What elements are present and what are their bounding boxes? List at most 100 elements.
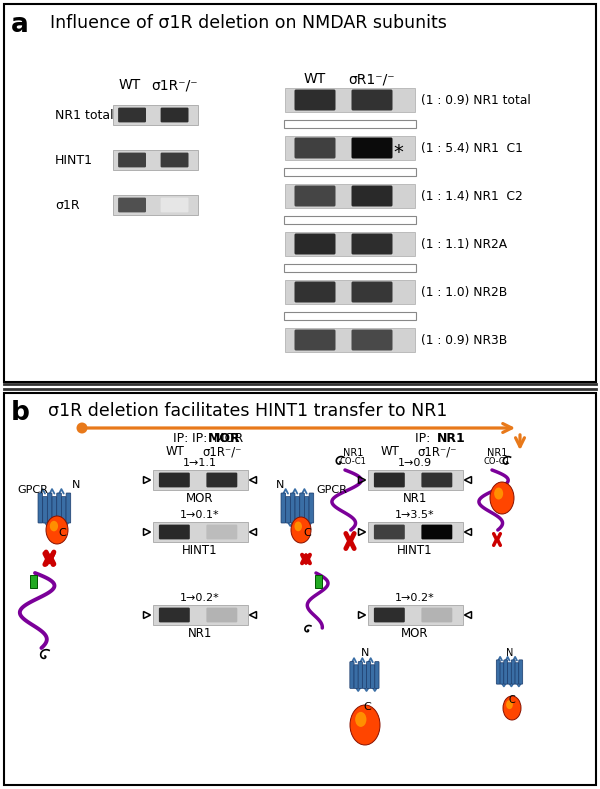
- Text: HINT1: HINT1: [182, 544, 218, 557]
- Text: CO-C1: CO-C1: [340, 457, 367, 466]
- Bar: [152, 605, 248, 625]
- Text: NR1: NR1: [437, 432, 466, 445]
- FancyBboxPatch shape: [295, 234, 335, 255]
- Ellipse shape: [490, 482, 514, 514]
- FancyBboxPatch shape: [371, 665, 375, 688]
- Text: σ1R deletion facilitates HINT1 transfer to NR1: σ1R deletion facilitates HINT1 transfer …: [48, 402, 448, 420]
- Text: CO-C1: CO-C1: [484, 457, 511, 466]
- Ellipse shape: [494, 488, 503, 499]
- FancyBboxPatch shape: [300, 493, 304, 523]
- Text: (1 : 1.1) NR2A: (1 : 1.1) NR2A: [421, 237, 507, 250]
- FancyBboxPatch shape: [352, 234, 392, 255]
- FancyBboxPatch shape: [118, 197, 146, 212]
- Text: σ1R: σ1R: [55, 199, 80, 211]
- Text: 1→1.1: 1→1.1: [183, 458, 217, 468]
- FancyBboxPatch shape: [295, 496, 299, 523]
- FancyBboxPatch shape: [118, 107, 146, 122]
- Text: 1→0.9: 1→0.9: [398, 458, 432, 468]
- FancyBboxPatch shape: [206, 525, 238, 540]
- FancyBboxPatch shape: [519, 660, 523, 684]
- Bar: [285, 88, 415, 112]
- Text: NR1: NR1: [188, 627, 212, 640]
- FancyBboxPatch shape: [515, 663, 519, 684]
- FancyBboxPatch shape: [281, 493, 286, 523]
- Text: N: N: [72, 480, 80, 490]
- Text: σ1R⁻/⁻: σ1R⁻/⁻: [152, 78, 199, 92]
- FancyBboxPatch shape: [304, 496, 309, 523]
- FancyBboxPatch shape: [159, 525, 190, 540]
- FancyBboxPatch shape: [350, 662, 354, 688]
- Ellipse shape: [50, 521, 58, 531]
- Bar: [4, 393, 596, 785]
- Bar: [367, 470, 463, 490]
- Text: HINT1: HINT1: [55, 154, 93, 166]
- FancyBboxPatch shape: [421, 525, 452, 540]
- FancyBboxPatch shape: [375, 662, 379, 688]
- Bar: [113, 150, 197, 170]
- Text: (1 : 0.9) NR1 total: (1 : 0.9) NR1 total: [421, 94, 531, 107]
- Ellipse shape: [291, 517, 311, 543]
- FancyBboxPatch shape: [57, 493, 61, 523]
- Bar: [113, 195, 197, 215]
- Bar: [113, 105, 197, 125]
- Text: 1→0.1*: 1→0.1*: [180, 510, 220, 520]
- Bar: [367, 605, 463, 625]
- FancyBboxPatch shape: [295, 330, 335, 350]
- FancyBboxPatch shape: [367, 662, 371, 688]
- Text: C: C: [58, 528, 66, 538]
- FancyBboxPatch shape: [295, 137, 335, 159]
- Bar: [284, 120, 416, 128]
- Bar: [285, 136, 415, 160]
- Text: b: b: [11, 400, 30, 426]
- Text: NR1: NR1: [403, 492, 427, 505]
- FancyBboxPatch shape: [504, 660, 508, 684]
- FancyBboxPatch shape: [421, 473, 452, 488]
- Bar: [29, 574, 37, 588]
- Bar: [285, 184, 415, 208]
- Text: (1 : 0.9) NR3B: (1 : 0.9) NR3B: [421, 334, 507, 346]
- FancyBboxPatch shape: [508, 663, 511, 684]
- Ellipse shape: [46, 516, 68, 544]
- FancyBboxPatch shape: [295, 282, 335, 302]
- Text: IP:: IP:: [415, 432, 434, 445]
- FancyBboxPatch shape: [354, 665, 358, 688]
- Text: σ1R⁻/⁻: σ1R⁻/⁻: [202, 445, 242, 458]
- Bar: [4, 4, 596, 382]
- Text: (1 : 5.4) NR1  C1: (1 : 5.4) NR1 C1: [421, 141, 523, 155]
- FancyBboxPatch shape: [159, 608, 190, 623]
- FancyBboxPatch shape: [352, 282, 392, 302]
- Ellipse shape: [295, 522, 302, 531]
- Text: WT: WT: [380, 445, 400, 458]
- FancyBboxPatch shape: [421, 608, 452, 623]
- FancyBboxPatch shape: [118, 152, 146, 167]
- FancyBboxPatch shape: [47, 493, 52, 523]
- FancyBboxPatch shape: [295, 185, 335, 207]
- Text: IP:  MOR: IP: MOR: [192, 432, 243, 445]
- Text: GPCR: GPCR: [316, 485, 347, 495]
- Text: N: N: [506, 648, 514, 658]
- FancyBboxPatch shape: [295, 89, 335, 110]
- Bar: [285, 232, 415, 256]
- Ellipse shape: [503, 696, 521, 720]
- Ellipse shape: [77, 422, 88, 433]
- Text: N: N: [276, 480, 284, 490]
- Text: a: a: [11, 12, 29, 38]
- FancyBboxPatch shape: [286, 496, 290, 523]
- Text: WT: WT: [304, 72, 326, 86]
- FancyBboxPatch shape: [352, 185, 392, 207]
- Text: NR1: NR1: [343, 448, 363, 458]
- Text: σ1R⁻/⁻: σ1R⁻/⁻: [417, 445, 457, 458]
- Text: *: *: [393, 143, 403, 162]
- Ellipse shape: [506, 700, 513, 709]
- Text: C: C: [363, 702, 371, 712]
- FancyBboxPatch shape: [290, 493, 295, 523]
- FancyBboxPatch shape: [352, 137, 392, 159]
- FancyBboxPatch shape: [500, 663, 504, 684]
- Text: HINT1: HINT1: [397, 544, 433, 557]
- Ellipse shape: [355, 712, 367, 727]
- Text: (1 : 1.0) NR2B: (1 : 1.0) NR2B: [421, 286, 507, 298]
- FancyBboxPatch shape: [362, 665, 367, 688]
- Bar: [367, 522, 463, 542]
- Text: IP:: IP:: [173, 432, 192, 445]
- FancyBboxPatch shape: [352, 330, 392, 350]
